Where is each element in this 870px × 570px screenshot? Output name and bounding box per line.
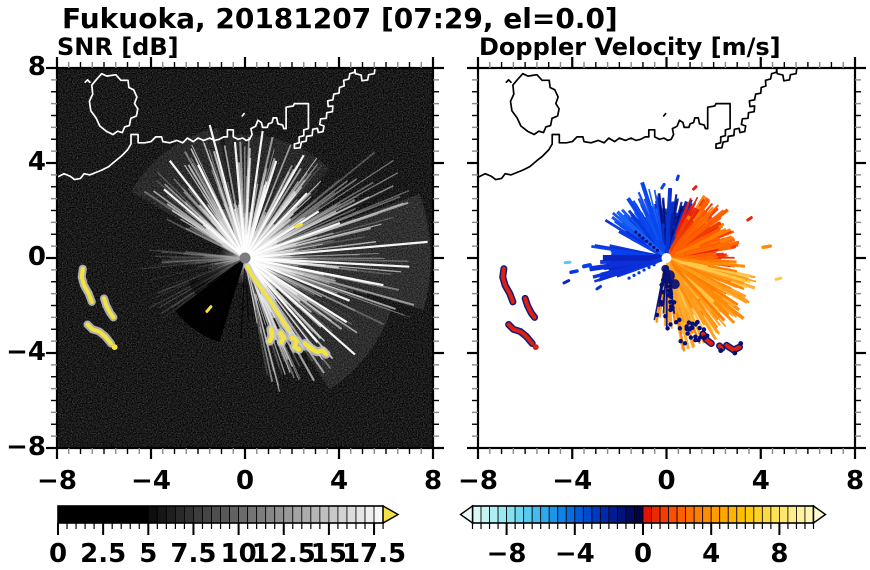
x-axis-tick-label: −4 <box>131 466 171 496</box>
doppler-colorbar: −8 −4 0 4 8 <box>459 504 827 569</box>
x-axis-tick-label: 8 <box>423 466 443 496</box>
y-axis-tick-label: −8 <box>6 432 46 462</box>
svg-text:7.5: 7.5 <box>170 539 216 569</box>
x-axis-tick-label: −4 <box>552 466 593 496</box>
x-axis-tick-label: 8 <box>845 466 865 496</box>
svg-text:17.5: 17.5 <box>342 539 406 569</box>
y-axis-tick-label: 0 <box>27 242 46 272</box>
x-axis-tick-label: −8 <box>37 466 77 496</box>
x-axis-tick-label: 0 <box>657 466 676 496</box>
figure-title: Fukuoka, 20181207 [07:29, el=0.0] <box>62 2 618 35</box>
svg-text:2.5: 2.5 <box>80 539 126 569</box>
x-axis-tick-label: 4 <box>329 466 349 496</box>
doppler-plot <box>467 57 866 459</box>
y-axis-tick-label: −4 <box>6 337 46 367</box>
svg-text:0: 0 <box>49 539 67 569</box>
svg-text:−4: −4 <box>555 539 595 569</box>
svg-text:8: 8 <box>770 539 788 569</box>
x-axis-tick-label: 4 <box>751 466 770 496</box>
svg-text:12.5: 12.5 <box>252 539 316 569</box>
svg-text:−8: −8 <box>487 539 527 569</box>
svg-text:15: 15 <box>311 539 347 569</box>
svg-text:10: 10 <box>221 539 257 569</box>
y-axis-tick-label: 4 <box>27 147 46 177</box>
svg-text:5: 5 <box>139 539 157 569</box>
snr-plot <box>46 57 444 459</box>
doppler-panel-title: Doppler Velocity [m/s] <box>479 33 781 61</box>
svg-text:0: 0 <box>634 539 652 569</box>
y-axis-tick-label: 8 <box>27 52 46 82</box>
snr-panel-title: SNR [dB] <box>57 33 179 61</box>
svg-text:4: 4 <box>702 539 720 569</box>
x-axis-tick-label: 0 <box>235 466 255 496</box>
x-axis-tick-label: −8 <box>458 466 498 496</box>
